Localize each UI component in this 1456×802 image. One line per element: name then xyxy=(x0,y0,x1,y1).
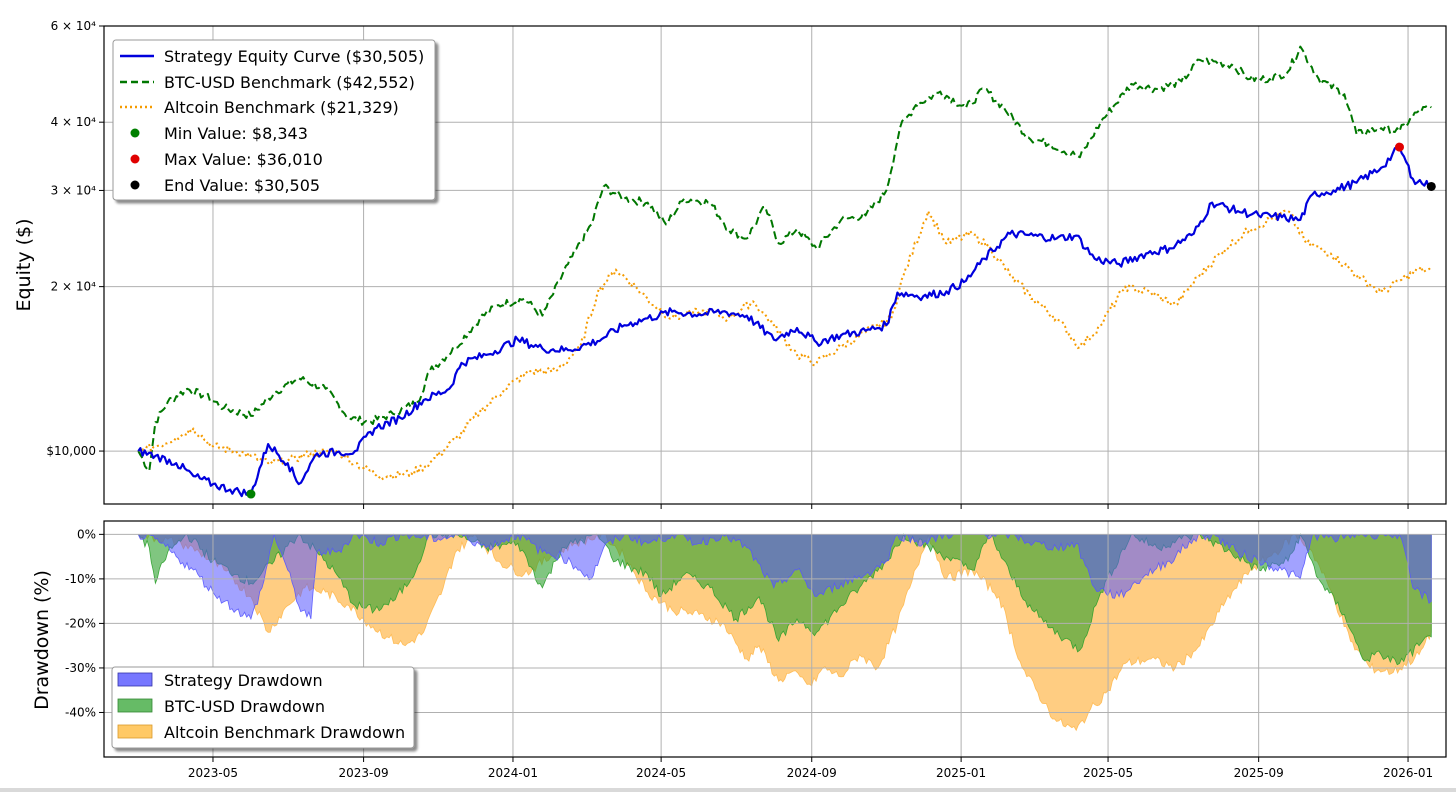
max-value-marker xyxy=(1394,142,1404,152)
drawdown-y-axis-title: Drawdown (%) xyxy=(31,570,53,710)
equity-y-tick-label-4: 6 × 10⁴ xyxy=(51,19,97,33)
end-value-marker xyxy=(1426,181,1436,191)
drawdown-x-tick-label-6: 2025-05 xyxy=(1083,766,1133,780)
legend-altcoin-drawdown-swatch xyxy=(117,724,153,739)
min-value-marker xyxy=(246,489,256,499)
equity-y-tick-label-1: 2 × 10⁴ xyxy=(51,280,97,294)
drawdown-y-tick-label-1: -10% xyxy=(65,572,96,586)
strategy-equity-line xyxy=(137,145,1432,498)
drawdown-x-tick-label-8: 2026-01 xyxy=(1383,766,1433,780)
legend-strategy-label: Strategy Equity Curve ($30,505) xyxy=(164,47,424,66)
drawdown-x-tick-label-1: 2023-09 xyxy=(339,766,389,780)
legend-strategy-drawdown-label: Strategy Drawdown xyxy=(164,671,323,690)
legend-altcoin-label: Altcoin Benchmark ($21,329) xyxy=(164,98,399,117)
legend-strategy-drawdown-swatch xyxy=(117,672,153,687)
drawdown-y-tick-label-2: -20% xyxy=(65,616,96,630)
equity-y-tick-label-0: $10,000 xyxy=(46,444,96,458)
drawdown-legend-box xyxy=(111,666,415,749)
drawdown-plot-frame xyxy=(103,520,1447,758)
drawdown-x-tick-label-3: 2024-05 xyxy=(636,766,686,780)
drawdown-x-tick-label-2: 2024-01 xyxy=(488,766,538,780)
legend-min-marker-swatch xyxy=(130,128,140,138)
equity-plot-frame xyxy=(103,25,1447,505)
drawdown-y-ticks: 0% -10% -20% -30% -40% xyxy=(65,527,104,719)
equity-y-ticks: $10,000 2 × 10⁴ 3 × 10⁴ 4 × 10⁴ 6 × 10⁴ xyxy=(46,19,104,458)
legend-max-label: Max Value: $36,010 xyxy=(164,150,323,169)
drawdown-panel: 0% -10% -20% -30% -40% 2023-05 2023-09 2024-01… xyxy=(31,520,1447,780)
equity-y-axis-title: Equity ($) xyxy=(13,218,35,311)
equity-y-tick-label-2: 3 × 10⁴ xyxy=(51,183,97,197)
drawdown-y-tick-label-3: -30% xyxy=(65,661,96,675)
legend-end-label: End Value: $30,505 xyxy=(164,176,320,195)
legend-btc-label: BTC-USD Benchmark ($42,552) xyxy=(164,73,415,92)
equity-legend: Strategy Equity Curve ($30,505) BTC-USD … xyxy=(112,39,436,201)
drawdown-x-tick-label-7: 2025-09 xyxy=(1234,766,1284,780)
drawdown-y-tick-label-0: 0% xyxy=(77,527,96,541)
drawdown-x-tick-label-4: 2024-09 xyxy=(787,766,837,780)
equity-panel: $10,000 2 × 10⁴ 3 × 10⁴ 4 × 10⁴ 6 × 10⁴ Equi… xyxy=(13,19,1447,509)
btc-benchmark-line xyxy=(137,45,1432,472)
legend-min-label: Min Value: $8,343 xyxy=(164,124,308,143)
legend-altcoin-drawdown-label: Altcoin Benchmark Drawdown xyxy=(164,723,405,742)
legend-btc-drawdown-swatch xyxy=(117,698,153,713)
drawdown-x-tick-label-5: 2025-01 xyxy=(936,766,986,780)
drawdown-x-ticks: 2023-05 2023-09 2024-01 2024-05 2024-09 2025-… xyxy=(188,757,1433,780)
equity-legend-box xyxy=(112,39,436,201)
drawdown-y-tick-label-4: -40% xyxy=(65,705,96,719)
drawdown-legend: Strategy Drawdown BTC-USD Drawdown Altco… xyxy=(111,666,415,749)
legend-btc-drawdown-label: BTC-USD Drawdown xyxy=(164,697,325,716)
equity-markers-layer xyxy=(246,142,1436,499)
drawdown-x-tick-label-0: 2023-05 xyxy=(188,766,238,780)
legend-end-marker-swatch xyxy=(130,180,140,190)
bottom-border-strip xyxy=(0,788,1456,792)
legend-max-marker-swatch xyxy=(130,154,140,164)
equity-x-ticks xyxy=(212,504,1409,509)
equity-y-tick-label-3: 4 × 10⁴ xyxy=(51,115,97,129)
equity-series-layer xyxy=(137,45,1433,498)
